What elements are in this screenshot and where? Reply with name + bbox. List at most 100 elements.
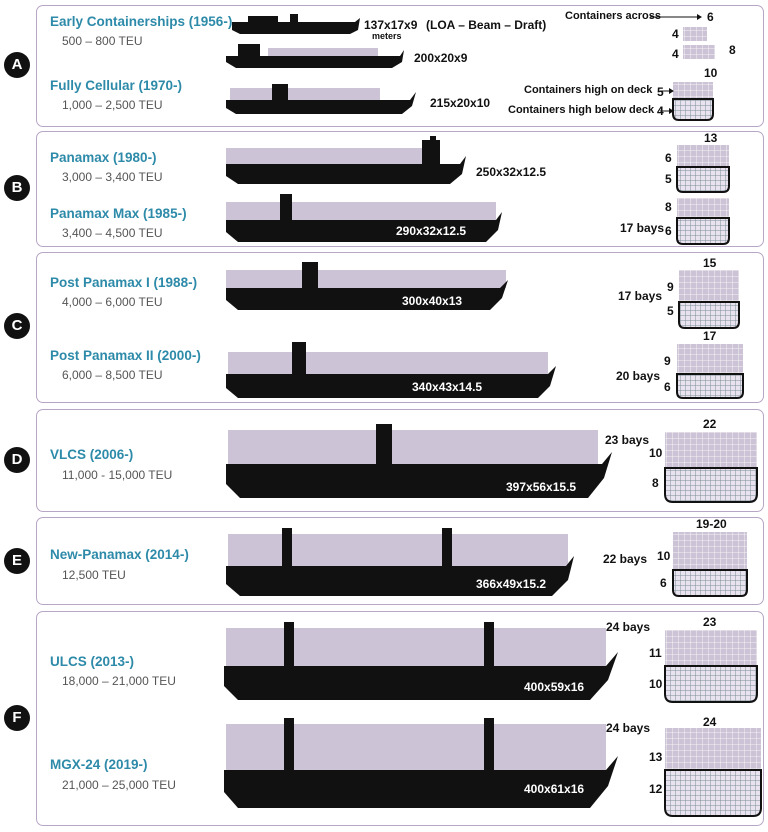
cross-b1: [676, 145, 730, 193]
bays-new-panamax: 22 bays: [603, 552, 648, 566]
bays-vlcs: 23 bays: [605, 433, 650, 447]
high-below-deck-label: Containers high below deck: [508, 104, 655, 116]
ship-teu-pp2: 6,000 – 8,500 TEU: [62, 368, 163, 382]
ship-teu-cellular: 1,000 – 2,500 TEU: [62, 98, 163, 112]
deck-f2: 13: [649, 750, 663, 764]
ship-vlcs: [226, 424, 612, 498]
ship-new-panamax: [226, 528, 574, 596]
ship-dims-vlcs: 397x56x15.5: [506, 480, 577, 494]
across-f1: 23: [703, 615, 717, 629]
below-b1: 5: [665, 172, 672, 186]
ship-dims-panamax-max: 290x32x12.5: [396, 224, 467, 238]
deck-d: 10: [649, 446, 663, 460]
ship-teu-mgx: 21,000 – 25,000 TEU: [62, 778, 176, 792]
ship-name-ulcs: ULCS (2013-): [50, 654, 135, 669]
cross-a1: [683, 27, 707, 41]
across-b1: 13: [704, 131, 718, 145]
ship-name-mgx: MGX-24 (2019-): [50, 757, 148, 772]
deck-c2: 9: [664, 354, 671, 368]
ship-name-early: Early Containerships (1956-): [50, 14, 233, 29]
bays-panamax-max: 17 bays: [620, 221, 665, 235]
deck-e: 10: [657, 549, 671, 563]
ship-name-panamax-max: Panamax Max (1985-): [50, 206, 187, 221]
section-badge-c: C: [4, 313, 30, 339]
below-b2: 6: [665, 224, 672, 238]
across-c1: 15: [703, 256, 717, 270]
ship-dims-mgx: 400x61x16: [524, 782, 585, 796]
below-c2: 6: [664, 380, 671, 394]
below-f2: 12: [649, 782, 663, 796]
ship-name-new-panamax: New-Panamax (2014-): [50, 547, 189, 562]
deck-b2: 8: [665, 200, 672, 214]
ship-teu-panamax: 3,000 – 3,400 TEU: [62, 170, 163, 184]
high-on-deck-label: Containers high on deck: [524, 84, 653, 96]
ship-dims-new-panamax: 366x49x15.2: [476, 577, 547, 591]
ship-teu-pp1: 4,000 – 6,000 TEU: [62, 295, 163, 309]
ship-name-cellular: Fully Cellular (1970-): [50, 78, 183, 93]
cross-d: [664, 432, 758, 503]
bays-pp1: 17 bays: [618, 289, 663, 303]
dims-unit-label: meters: [372, 31, 402, 41]
ship-post-panamax-2: [226, 342, 556, 398]
ship-post-panamax-1: [226, 262, 508, 310]
cross-e: [672, 532, 748, 597]
cross-a2: [683, 45, 715, 59]
ship-panamax-max: [226, 194, 502, 242]
ship-teu-vlcs: 11,000 - 15,000 TEU: [62, 468, 173, 482]
deck-b1: 6: [665, 151, 672, 165]
ship-name-panamax: Panamax (1980-): [50, 150, 157, 165]
across-c2: 17: [703, 329, 717, 343]
dims-legend-label: (LOA – Beam – Draft): [426, 18, 547, 32]
ship-panamax: [226, 136, 466, 184]
ship-dims-early: 137x17x9: [364, 18, 418, 32]
below-e: 6: [660, 576, 667, 590]
ship-teu-early: 500 – 800 TEU: [62, 34, 143, 48]
ship-name-vlcs: VLCS (2006-): [50, 447, 134, 462]
below-f1: 10: [649, 677, 663, 691]
cross-a3: [672, 82, 714, 121]
section-badge-b: B: [4, 175, 30, 201]
ship-dims-early-200: 200x20x9: [414, 51, 468, 65]
ship-teu-ulcs: 18,000 – 21,000 TEU: [62, 674, 176, 688]
ship-teu-new-panamax: 12,500 TEU: [62, 568, 126, 582]
ship-early-1956: [232, 14, 360, 34]
section-badge-a: A: [4, 52, 30, 78]
ship-teu-panamax-max: 3,400 – 4,500 TEU: [62, 226, 163, 240]
below-c1: 5: [667, 304, 674, 318]
ship-dims-ulcs: 400x59x16: [524, 680, 585, 694]
ship-dims-pp1: 300x40x13: [402, 294, 463, 308]
ship-dims-pp2: 340x43x14.5: [412, 380, 483, 394]
ship-dims-panamax: 250x32x12.5: [476, 165, 547, 179]
cross-f1: [664, 630, 758, 703]
section-badge-d: D: [4, 447, 30, 473]
deck-c1: 9: [667, 280, 674, 294]
bays-pp2: 20 bays: [616, 369, 661, 383]
rows-a1: 4: [672, 27, 679, 41]
ship-early-200: [226, 44, 404, 68]
cross-f2: [664, 728, 762, 817]
across-e: 19-20: [696, 517, 727, 531]
across-f2: 24: [703, 715, 717, 729]
across-d: 22: [703, 417, 717, 431]
bays-mgx: 24 bays: [606, 721, 651, 735]
cross-c1: [678, 270, 740, 329]
cross-c2: [676, 344, 744, 399]
cross-b2: [676, 198, 730, 245]
ship-name-pp1: Post Panamax I (1988-): [50, 275, 198, 290]
below-a3-label: 4: [657, 104, 664, 118]
section-badge-f: F: [4, 705, 30, 731]
rows-a2: 4: [672, 47, 679, 61]
ship-fully-cellular: [226, 84, 416, 114]
ship-mgx-24: [224, 718, 618, 808]
containers-across-label: Containers across: [565, 10, 661, 22]
below-d: 8: [652, 476, 659, 490]
across-a3: 10: [704, 66, 718, 80]
ship-name-pp2: Post Panamax II (2000-): [50, 348, 201, 363]
ship-ulcs: [224, 622, 618, 700]
ship-dims-cellular: 215x20x10: [430, 96, 491, 110]
section-badge-e: E: [4, 548, 30, 574]
across-a2: 8: [729, 43, 736, 57]
deck-a3-label: 5: [657, 85, 664, 99]
across-a1: 6: [707, 10, 714, 24]
